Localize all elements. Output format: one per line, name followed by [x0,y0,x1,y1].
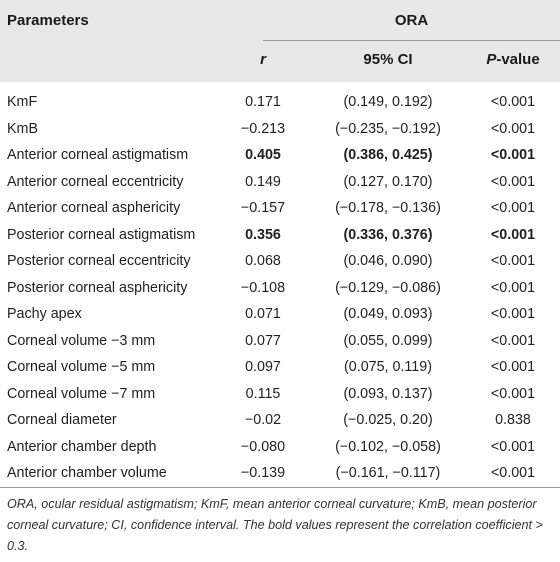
cell-95-ci: (−0.102, −0.058) [335,438,441,455]
table-row: Corneal volume −3 mm 0.077 (0.055, 0.099) <… [0,329,560,356]
header-95-ci: 95% CI [363,51,413,68]
cell-95-ci: (−0.235, −0.192) [335,120,441,137]
cell-r: 0.068 [245,253,281,269]
cell-95-ci: (0.075, 0.119) [344,359,432,375]
cell-parameter: Anterior chamber depth [7,438,157,455]
cell-parameter: Posterior corneal eccentricity [7,253,191,269]
cell-95-ci: (0.046, 0.090) [343,253,433,269]
cell-95-ci: (0.093, 0.137) [343,385,433,402]
table-bottom-rule [0,487,560,488]
cell-r: −0.108 [240,279,286,296]
cell-r: 0.149 [245,173,281,190]
cell-p-value: <0.001 [490,332,536,349]
ora-group-divider [263,40,560,41]
cell-95-ci: (0.049, 0.093) [343,306,433,322]
table-row: Corneal volume −7 mm 0.115 (0.093, 0.137) <… [0,382,560,409]
cell-parameter: Anterior chamber volume [7,465,167,481]
cell-parameter: Anterior corneal astigmatism [7,147,189,163]
table-row: Posterior corneal asphericity −0.108 (−0.1… [0,276,560,303]
cell-p-value: <0.001 [490,226,536,243]
cell-p-value: <0.001 [490,465,536,481]
cell-r: −0.213 [240,120,286,137]
table-header-background [0,0,560,82]
cell-95-ci: (0.127, 0.170) [343,173,433,190]
table-footnote: ORA, ocular residual astigmatism; KmF, m… [7,497,543,553]
cell-r: 0.115 [245,385,281,402]
cell-p-value: 0.838 [495,412,531,428]
table-row: Posterior corneal astigmatism 0.356 (0.336… [0,223,560,250]
table-row: Corneal volume −5 mm 0.097 (0.075, 0.119) <… [0,355,560,382]
cell-parameter: Posterior corneal astigmatism [7,226,196,243]
cell-p-value: <0.001 [490,438,536,455]
cell-p-value: <0.001 [490,385,536,402]
cell-r: 0.071 [245,306,281,322]
header-p-rest: -value [496,51,540,68]
cell-r: −0.157 [240,200,286,216]
cell-95-ci: (0.055, 0.099) [343,332,433,349]
table-row: Anterior corneal eccentricity 0.149 (0.127… [0,170,560,197]
table-row: Anterior chamber depth −0.080 (−0.102, −0.… [0,435,560,462]
header-p-value: P-value [470,51,556,68]
cell-95-ci: (−0.178, −0.136) [335,200,441,216]
cell-parameter: KmF [7,94,38,110]
cell-p-value: <0.001 [490,279,536,296]
cell-p-value: <0.001 [490,359,536,375]
cell-95-ci: (−0.025, 0.20) [343,412,433,428]
header-p-italic: P [486,51,497,68]
cell-parameter: KmB [7,120,38,137]
table-row: Anterior corneal astigmatism 0.405 (0.386,… [0,143,560,170]
cell-p-value: <0.001 [490,200,536,216]
cell-95-ci: (0.149, 0.192) [343,94,433,110]
table-row: Anterior corneal asphericity −0.157 (−0.17… [0,196,560,223]
cell-r: 0.171 [245,94,281,110]
cell-p-value: <0.001 [490,253,536,269]
cell-parameter: Corneal diameter [7,412,117,428]
cell-p-value: <0.001 [490,120,536,137]
table-row: KmB −0.213 (−0.235, −0.192) <0.001 [0,117,560,144]
cell-95-ci: (−0.161, −0.117) [335,465,441,481]
cell-r: 0.356 [245,226,281,243]
cell-p-value: <0.001 [490,147,536,163]
table-row: KmF 0.171 (0.149, 0.192) <0.001 [0,90,560,117]
cell-r: 0.405 [245,147,281,163]
table-row: Pachy apex 0.071 (0.049, 0.093) <0.001 [0,302,560,329]
cell-95-ci: (−0.129, −0.086) [335,279,441,296]
table-header-row-2: r 95% CI P-value [0,37,560,82]
cell-parameter: Pachy apex [7,306,82,322]
cell-95-ci: (0.336, 0.376) [343,226,433,243]
cell-95-ci: (0.386, 0.425) [343,147,433,163]
cell-r: −0.080 [240,438,286,455]
table-row: Posterior corneal eccentricity 0.068 (0.04… [0,249,560,276]
header-parameters: Parameters [7,12,89,29]
header-ora-group: ORA [394,12,429,29]
cell-parameter: Posterior corneal asphericity [7,279,188,296]
cell-r: 0.077 [245,332,281,349]
cell-r: −0.139 [240,465,286,481]
cell-r: 0.097 [245,359,281,375]
cell-p-value: <0.001 [490,94,536,110]
cell-r: −0.02 [244,412,282,428]
cell-parameter: Anterior corneal eccentricity [7,173,184,190]
cell-p-value: <0.001 [490,306,536,322]
table-body: KmF 0.171 (0.149, 0.192) <0.001 KmB −0.213 (−0… [0,90,560,488]
table-row: Anterior chamber volume −0.139 (−0.161, −0… [0,461,560,488]
header-r: r [260,51,266,68]
cell-parameter: Anterior corneal asphericity [7,200,181,216]
cell-parameter: Corneal volume −5 mm [7,359,156,375]
table-row: Corneal diameter −0.02 (−0.025, 0.20) 0.838 [0,408,560,435]
cell-p-value: <0.001 [490,173,536,190]
table-header-row-1: Parameters ORA [0,7,560,37]
cell-parameter: Corneal volume −7 mm [7,385,156,402]
cell-parameter: Corneal volume −3 mm [7,332,156,349]
